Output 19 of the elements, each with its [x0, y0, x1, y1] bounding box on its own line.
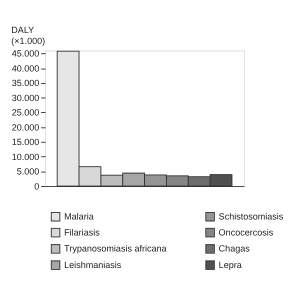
y-tick-label: 25.000 [12, 108, 40, 118]
y-tick-label: 15.000 [12, 137, 40, 148]
y-axis-title: DALY (×1.000) [11, 24, 46, 46]
y-tick-label: 30.000 [12, 92, 40, 103]
legend-label: Lepra [218, 260, 243, 270]
legend-label: Leishmaniasis [64, 260, 122, 270]
y-tick-label: 35.000 [12, 78, 40, 88]
legend-label: Oncocercosis [218, 227, 274, 238]
legend-label: Filariasis [64, 227, 100, 238]
y-tick-label: 20.000 [12, 122, 40, 132]
y-tick-label: 45.000 [12, 48, 40, 59]
y-tick-label: 0 [34, 181, 40, 192]
y-tick-label: 10.000 [12, 152, 40, 162]
y-tick-label: 5.000 [16, 166, 40, 177]
y-tick-label: 40.000 [12, 63, 40, 74]
legend-label: Schistosomiasis [218, 211, 284, 222]
legend-label: Trypanosomiasis africana [64, 244, 168, 254]
legend-label: Chagas [218, 244, 250, 254]
legend-label: Malaria [64, 211, 95, 222]
